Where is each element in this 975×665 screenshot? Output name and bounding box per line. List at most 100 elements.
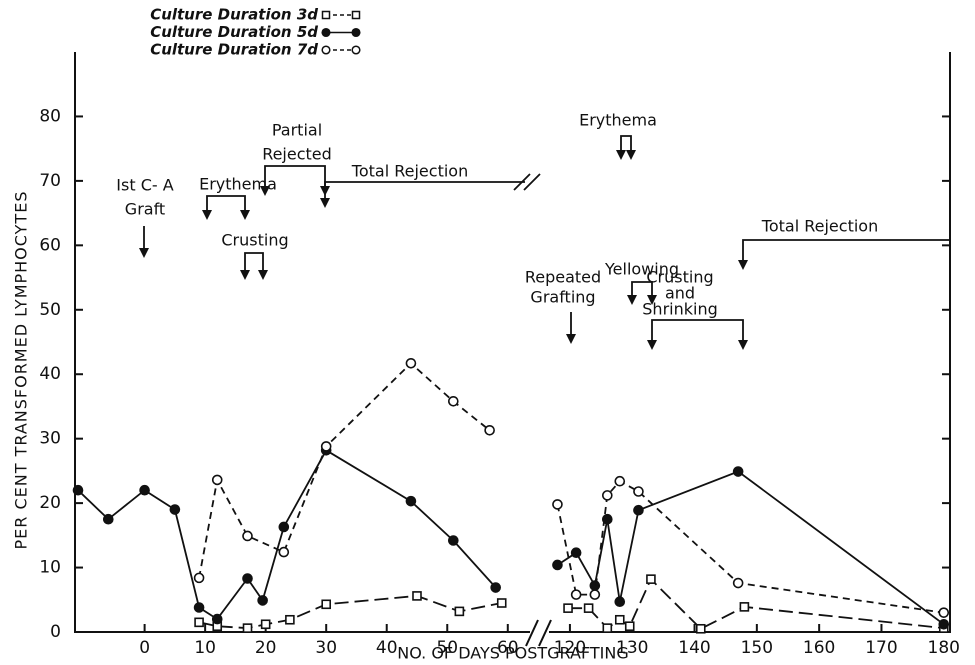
marker xyxy=(552,499,563,510)
annotation: Rejected xyxy=(262,145,332,164)
marker xyxy=(285,614,295,625)
marker xyxy=(739,602,750,612)
legend-marker xyxy=(351,45,361,55)
bracket xyxy=(651,319,744,342)
marker xyxy=(695,623,706,634)
legend-label: Culture Duration 3d xyxy=(150,6,318,24)
x-tick-label: 10 xyxy=(194,638,216,658)
axis-break xyxy=(525,619,552,647)
y-tick-label: 0 xyxy=(50,622,61,642)
annotation: Crusting xyxy=(221,231,288,250)
x-tick-label: 180 xyxy=(928,638,960,658)
x-tick-label: 60 xyxy=(497,638,519,658)
bracket xyxy=(742,239,950,262)
marker xyxy=(321,599,331,610)
marker xyxy=(320,441,332,452)
marker xyxy=(278,546,290,558)
legend-marker xyxy=(351,27,361,38)
marker xyxy=(614,596,626,608)
legend-marker xyxy=(321,10,331,20)
marker xyxy=(563,603,573,613)
series xyxy=(72,444,950,630)
marker xyxy=(412,591,422,601)
bracket xyxy=(620,135,632,152)
x-tick-label: 140 xyxy=(678,638,710,658)
marker xyxy=(570,589,582,600)
marker xyxy=(614,614,625,625)
y-tick-label: 60 xyxy=(39,235,61,255)
bracket xyxy=(264,165,326,188)
marker xyxy=(257,595,268,606)
marker xyxy=(405,357,417,369)
marker xyxy=(570,547,582,559)
x-tick-label: 160 xyxy=(803,638,835,658)
annotation: Ist C- A xyxy=(116,176,173,195)
annotation: Shrinking xyxy=(642,300,717,319)
series xyxy=(194,574,949,634)
marker xyxy=(242,573,253,584)
y-axis-label: PER CENT TRANSFORMED LYMPHOCYTES xyxy=(12,191,31,550)
bracket xyxy=(244,252,264,272)
x-tick-label: 30 xyxy=(315,638,337,658)
annotations: Ist C- A Graft Erythema Partial Rejected… xyxy=(116,111,878,319)
series xyxy=(193,357,950,618)
legend-label: Culture Duration 5d xyxy=(150,23,318,41)
x-tick-label: 20 xyxy=(255,638,277,658)
x-axis-label: NO. OF DAYS POSTGRAFTING xyxy=(397,644,629,663)
marker xyxy=(490,582,501,593)
annotation: Graft xyxy=(125,200,165,219)
marker xyxy=(194,617,204,628)
annotation: Erythema xyxy=(199,175,277,194)
x-tick-label: 120 xyxy=(554,638,586,658)
marker xyxy=(448,395,459,407)
marker xyxy=(646,574,656,584)
y-tick-label: 80 xyxy=(39,106,61,126)
legend-marker xyxy=(321,27,331,38)
marker xyxy=(193,572,205,584)
marker xyxy=(448,535,459,546)
marker xyxy=(242,623,253,633)
y-tick-label: 20 xyxy=(39,493,61,513)
marker xyxy=(938,618,950,630)
marker xyxy=(260,619,271,630)
marker xyxy=(139,484,150,496)
marker xyxy=(602,513,613,525)
y-tick-label: 70 xyxy=(39,171,61,191)
y-tick-label: 30 xyxy=(39,429,61,449)
bracket xyxy=(631,281,653,297)
annotation: and xyxy=(665,284,695,303)
marker xyxy=(102,513,114,525)
x-tick-label: 40 xyxy=(376,638,398,658)
marker xyxy=(405,495,417,507)
arrow-heads xyxy=(139,150,748,350)
axis-line xyxy=(549,52,951,633)
bracket xyxy=(324,181,525,200)
marker xyxy=(938,607,950,618)
bracket xyxy=(206,195,246,212)
y-tick-label: 10 xyxy=(39,558,61,578)
x-tick-label: 170 xyxy=(865,638,897,658)
annotation: Total Rejection xyxy=(351,162,468,181)
marker xyxy=(193,602,205,613)
legend-marker xyxy=(351,10,361,20)
legend-label: Culture Duration 7d xyxy=(150,41,318,59)
break-mark xyxy=(513,173,541,191)
annotation: Crusting xyxy=(646,268,713,287)
marker xyxy=(589,589,601,600)
marker xyxy=(211,474,223,486)
annotation: Erythema xyxy=(579,111,657,130)
y-tick-label: 40 xyxy=(39,364,61,384)
marker xyxy=(732,577,744,589)
marker xyxy=(583,603,594,613)
annotation: Grafting xyxy=(530,288,595,307)
marker xyxy=(242,530,253,542)
marker xyxy=(484,424,495,436)
annotation: Yellowing xyxy=(604,260,679,279)
marker xyxy=(72,484,84,496)
marker xyxy=(589,580,601,591)
series-line xyxy=(77,449,945,626)
x-tick-label: 130 xyxy=(616,638,648,658)
marker xyxy=(624,621,635,632)
marker xyxy=(602,490,613,501)
